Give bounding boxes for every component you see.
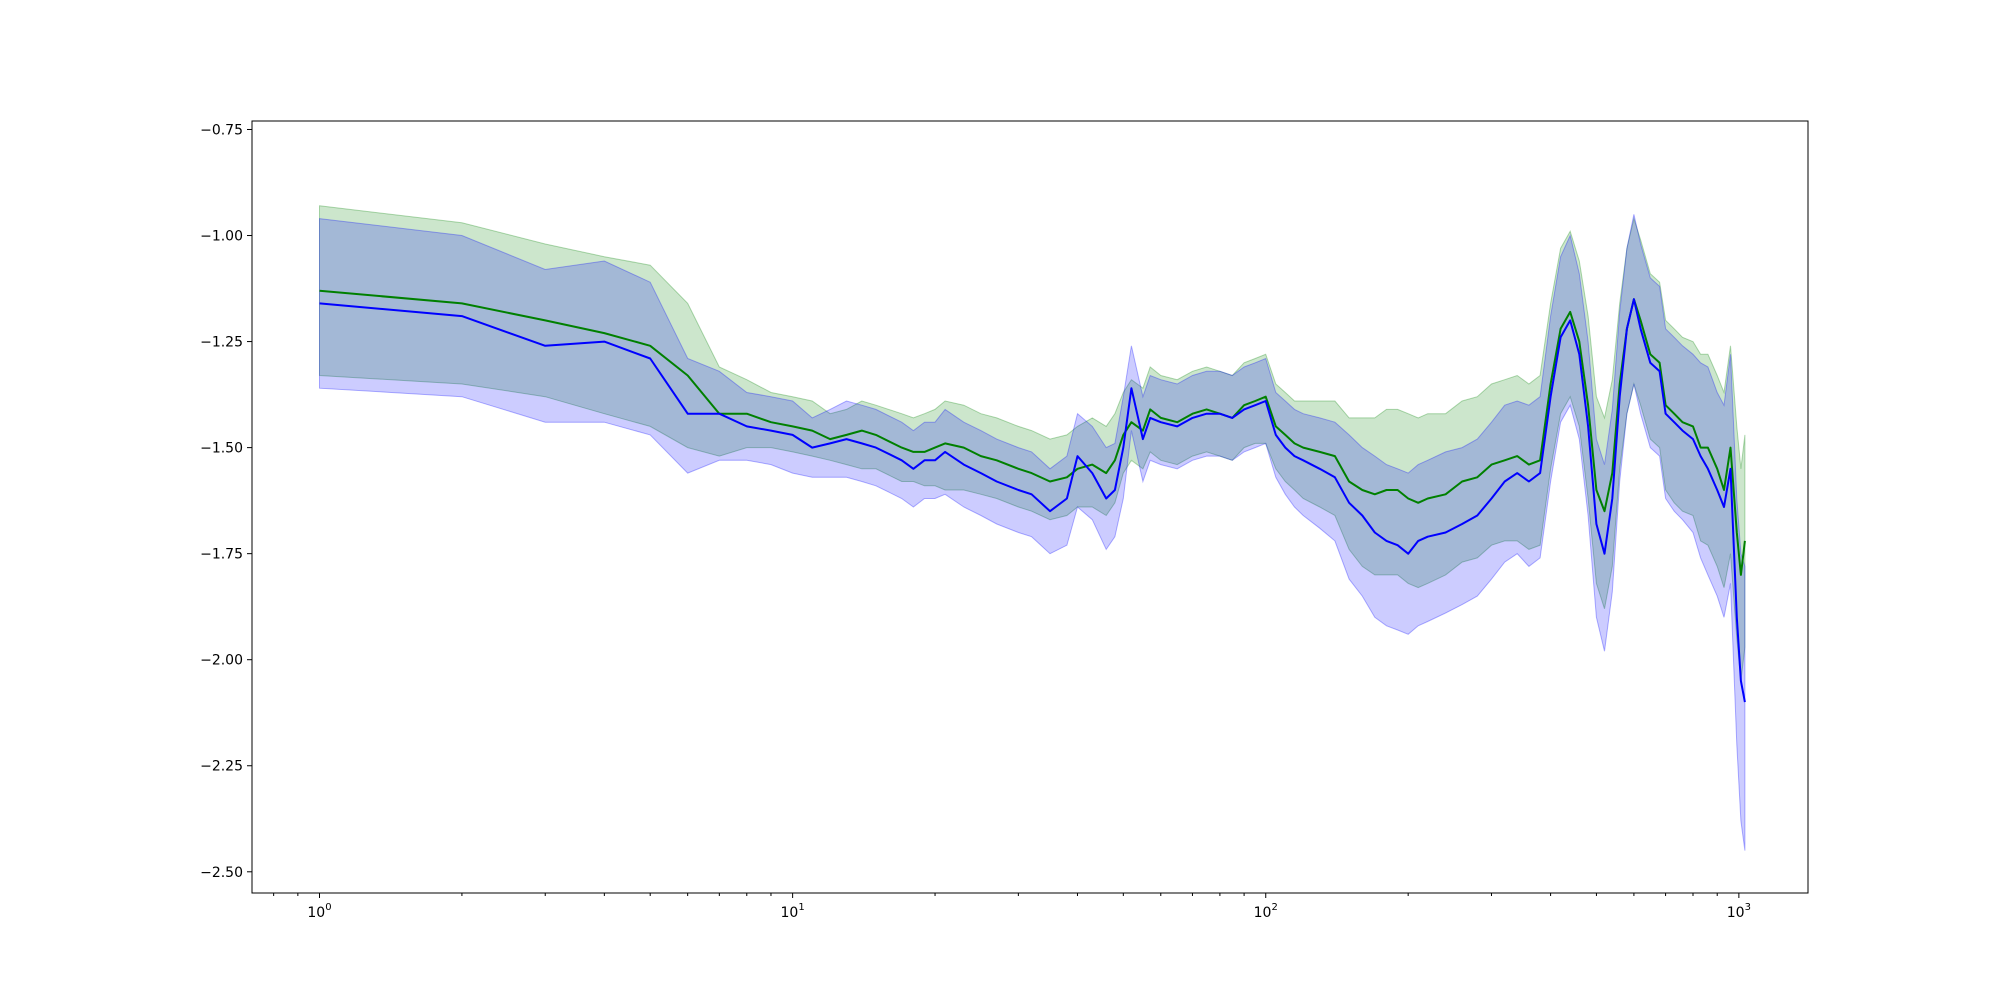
x-tick-exponent: 2	[1271, 902, 1277, 913]
plot-frame	[251, 120, 1809, 894]
series-1-band	[319, 214, 1746, 851]
x-tick-label: 100	[307, 902, 331, 921]
x-tick-label: 103	[1727, 902, 1751, 921]
series-1-line	[319, 298, 1746, 703]
y-tick-label: −1.75	[200, 547, 243, 563]
x-tick-base: 10	[307, 905, 325, 921]
y-tick-label: −0.75	[200, 122, 243, 138]
x-tick-label: 102	[1254, 902, 1278, 921]
y-axis-ticks: −0.75 −1.00 −1.25 −1.50 −1.75 −2.00 −2.25 −2.50	[200, 122, 252, 881]
y-tick-label: −2.50	[200, 865, 243, 881]
x-tick-label: 101	[781, 902, 805, 921]
x-tick-exponent: 0	[325, 902, 331, 913]
series-lines	[319, 289, 1746, 703]
x-tick-base: 10	[781, 905, 799, 921]
x-axis-ticks: 100 101 102 103	[273, 893, 1751, 921]
y-tick-label: −1.50	[200, 441, 243, 457]
y-tick-label: −2.00	[200, 653, 243, 669]
x-tick-exponent: 1	[798, 902, 804, 913]
x-tick-base: 10	[1254, 905, 1272, 921]
x-tick-exponent: 3	[1745, 902, 1751, 913]
series-0-band	[319, 205, 1746, 681]
y-tick-label: −1.25	[200, 335, 243, 351]
confidence-bands	[319, 205, 1746, 851]
y-tick-label: −1.00	[200, 229, 243, 245]
x-tick-base: 10	[1727, 905, 1745, 921]
y-tick-label: −2.25	[200, 759, 243, 775]
